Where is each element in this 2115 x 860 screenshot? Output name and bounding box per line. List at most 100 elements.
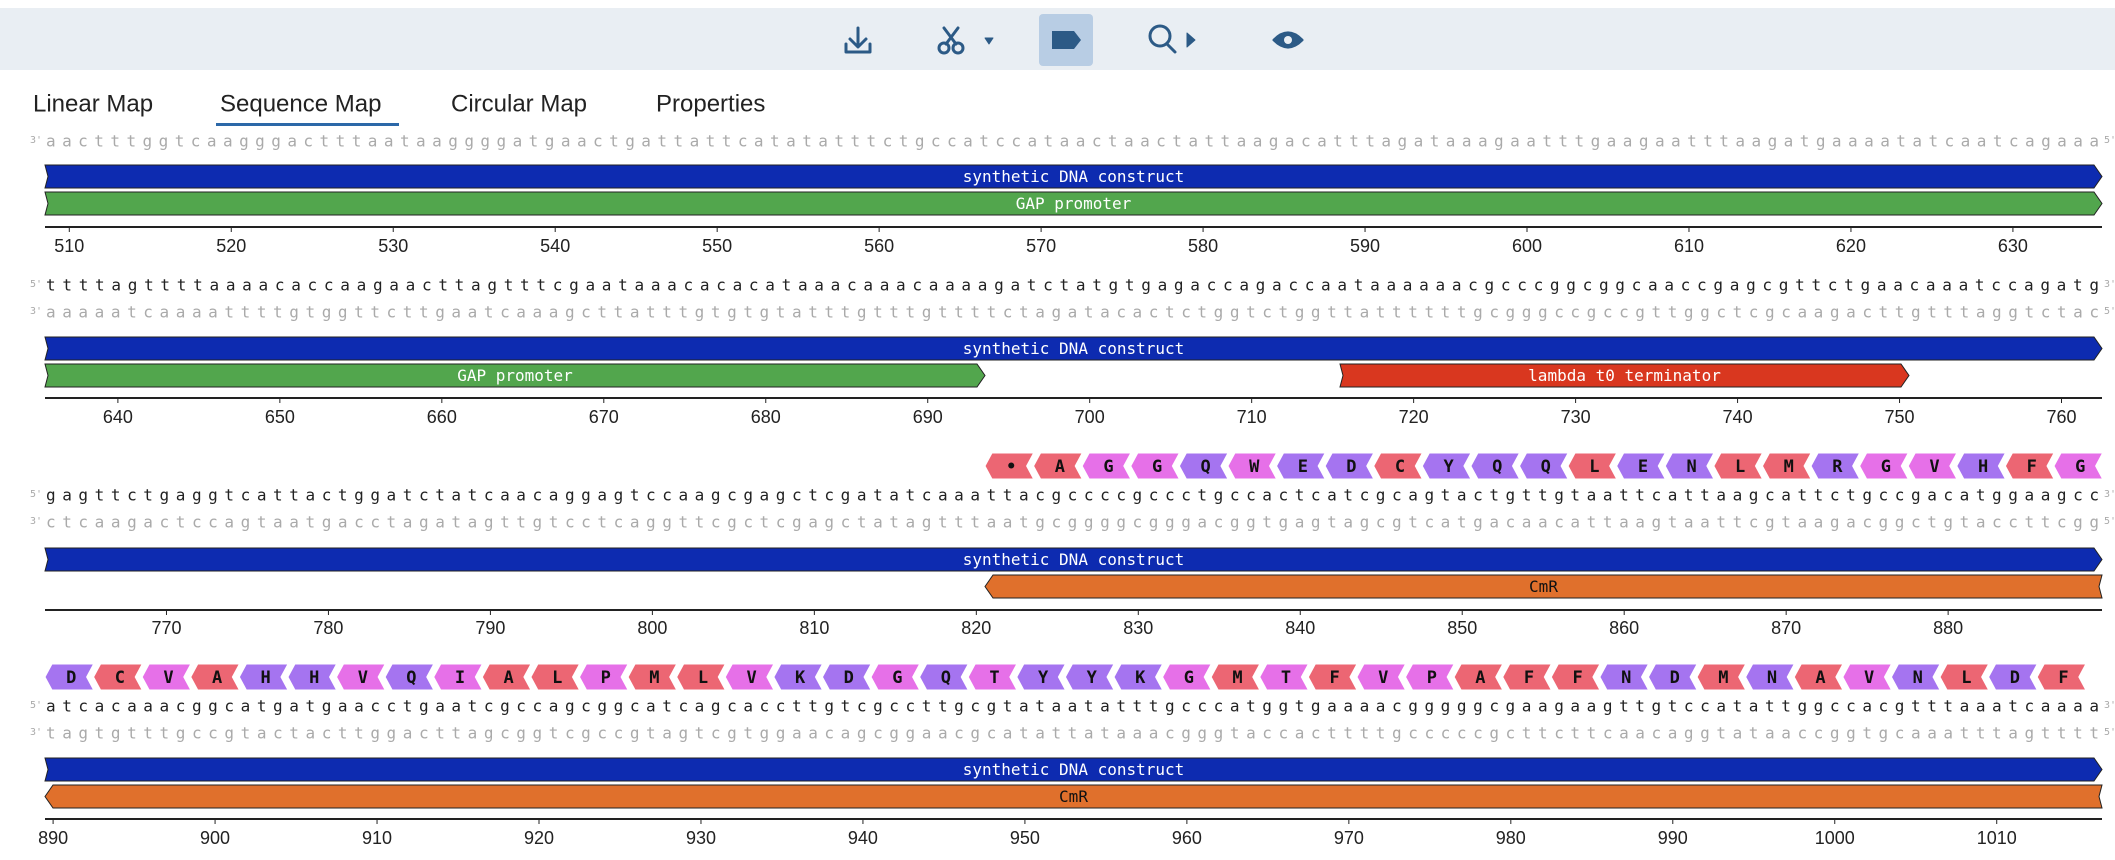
amino-acid-label: D	[66, 668, 76, 688]
amino-acid	[190, 663, 241, 691]
annotation-bar[interactable]	[1339, 363, 1910, 388]
sequence-row: • A G G Q W E D C Y Q Q L E N L M R G V H F G 5' 3' gagttctgaggtc…	[30, 452, 2115, 638]
visibility-button[interactable]	[1272, 31, 1304, 49]
strand-end-label: 3'	[30, 306, 42, 317]
strand-end-label: 5'	[30, 489, 42, 500]
dna-strand: atcacaaacggcatgatgaacctgaatcgccagcggcatc…	[46, 697, 2099, 716]
strand-end-label: 5'	[30, 279, 42, 290]
annotation-label: synthetic DNA construct	[963, 550, 1185, 569]
amino-acid	[1567, 452, 1618, 480]
tick-label: 940	[848, 828, 878, 848]
amino-acid	[1599, 663, 1650, 691]
annotation-bar[interactable]	[44, 547, 2103, 572]
amino-acid-label: F	[1524, 668, 1534, 688]
amino-acid	[2053, 452, 2104, 480]
amino-acid-label: F	[2058, 668, 2068, 688]
amino-acid	[870, 663, 921, 691]
tick-label: 850	[1447, 618, 1477, 638]
tab[interactable]: Sequence Map	[220, 90, 381, 117]
tick-label: 630	[1998, 236, 2028, 256]
tick-label: 870	[1771, 618, 1801, 638]
dna-strand: aactttggtcaagggactttaataaggggatgaactgatt…	[46, 132, 2099, 151]
amino-acid-label: L	[552, 668, 562, 688]
amino-acid	[1939, 663, 1990, 691]
dna-strand: tagtgtttgccgtactacttggacttagcggtcgccgtag…	[46, 724, 2099, 743]
amino-acid	[433, 663, 484, 691]
amino-acid	[578, 663, 629, 691]
sequence-row: 3' 5' aactttggtcaagggactttaataaggggatgaact…	[30, 132, 2115, 256]
amino-acid-label: G	[892, 668, 902, 688]
tick-label: 1010	[1977, 828, 2017, 848]
amino-acid-label: W	[1249, 457, 1260, 477]
tick-label: 820	[961, 618, 991, 638]
tick-label: 600	[1512, 236, 1542, 256]
amino-acid-label: V	[1378, 668, 1388, 688]
amino-acid	[1081, 452, 1132, 480]
amino-acid	[2004, 452, 2055, 480]
amino-acid-label: C	[1395, 457, 1405, 477]
amino-acid	[530, 663, 581, 691]
annotation-bar[interactable]	[44, 336, 2103, 361]
tick-label: 980	[1496, 828, 1526, 848]
amino-acid-label: V	[1929, 457, 1939, 477]
amino-acid-label: N	[1913, 668, 1923, 688]
amino-acid	[984, 452, 1035, 480]
tick-label: 810	[799, 618, 829, 638]
amino-acid	[1162, 663, 1213, 691]
amino-acid	[1890, 663, 1941, 691]
amino-acid	[1810, 452, 1861, 480]
annotation-bar[interactable]	[984, 574, 2103, 599]
amino-acid	[1859, 452, 1910, 480]
amino-acid	[1130, 452, 1181, 480]
annotation-bar[interactable]	[44, 363, 986, 388]
amino-acid	[1373, 452, 1424, 480]
amino-acid-label: Y	[1087, 668, 1098, 688]
amino-acid-label: M	[1232, 668, 1242, 688]
tick-label: 660	[427, 407, 457, 427]
strand-end-label: 3'	[2104, 489, 2115, 500]
strand-end-label: 3'	[2104, 700, 2115, 711]
tick-label: 800	[637, 618, 667, 638]
tab[interactable]: Circular Map	[451, 90, 587, 117]
amino-acid	[1324, 452, 1375, 480]
amino-acid-label: N	[1621, 668, 1631, 688]
cut-sites-button[interactable]	[937, 26, 994, 55]
amino-acid-label: C	[115, 668, 125, 688]
amino-acid	[676, 663, 727, 691]
strand-end-label: 5'	[30, 700, 42, 711]
amino-acid	[1713, 452, 1764, 480]
amino-acid-label: V	[358, 668, 368, 688]
amino-acid	[1761, 452, 1812, 480]
tick-label: 740	[1723, 407, 1753, 427]
amino-acid-label: G	[2075, 457, 2085, 477]
tick-label: 910	[362, 828, 392, 848]
strand-end-label: 5'	[2104, 135, 2115, 146]
annotation-label: CmR	[1529, 577, 1558, 596]
strand-end-label: 5'	[2104, 727, 2115, 738]
annotation-label: synthetic DNA construct	[963, 760, 1185, 779]
amino-acid-label: I	[455, 668, 465, 688]
search-button[interactable]	[1148, 24, 1196, 54]
amino-acid-label: D	[1346, 457, 1356, 477]
tick-label: 650	[265, 407, 295, 427]
annotation-bar[interactable]	[44, 164, 2103, 189]
tick-label: 700	[1075, 407, 1105, 427]
amino-acid	[724, 663, 775, 691]
annotation-bar[interactable]	[44, 784, 2103, 809]
annotation-bar[interactable]	[44, 191, 2103, 216]
amino-acid-label: G	[1881, 457, 1891, 477]
amino-acid	[141, 663, 192, 691]
amino-acid-label: R	[1832, 457, 1843, 477]
tab[interactable]: Linear Map	[33, 90, 153, 117]
amino-acid-label: F	[2027, 457, 2037, 477]
tab[interactable]: Properties	[656, 90, 765, 117]
amino-acid-label: Q	[941, 668, 951, 688]
strand-end-label: 5'	[2104, 306, 2115, 317]
annotation-label: GAP promoter	[457, 366, 573, 385]
annotation-bar[interactable]	[44, 757, 2103, 782]
download-button[interactable]	[844, 26, 872, 54]
tick-label: 590	[1350, 236, 1380, 256]
annotation-label: GAP promoter	[1016, 194, 1132, 213]
amino-acid	[1745, 663, 1796, 691]
